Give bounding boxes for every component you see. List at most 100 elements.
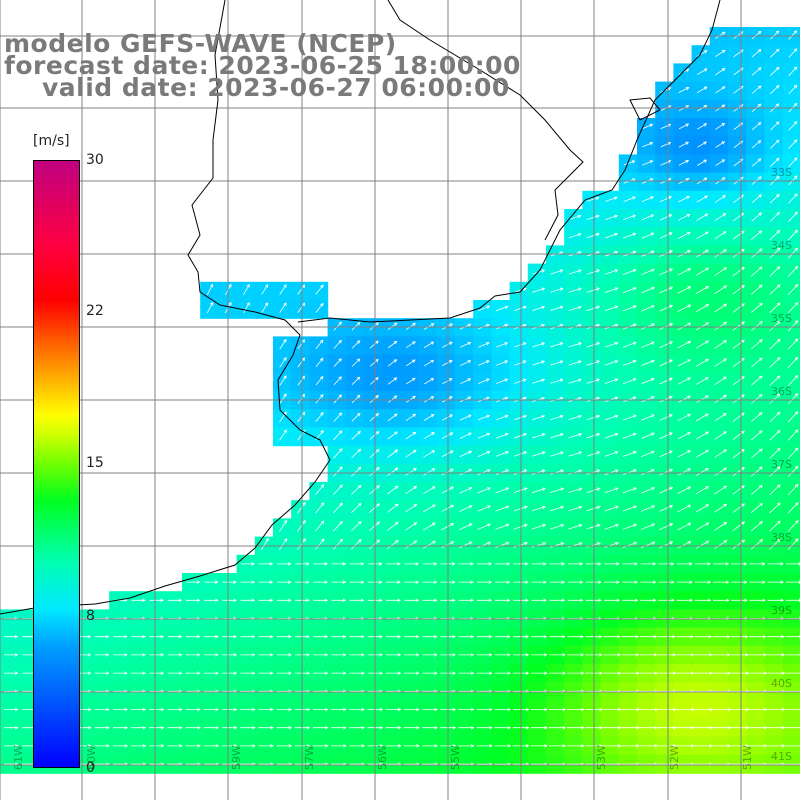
longitude-label: 56W [376, 745, 389, 770]
wind-cell [691, 136, 711, 155]
wind-arrow [567, 562, 584, 566]
wind-arrow [785, 634, 800, 639]
wind-arrow [387, 340, 398, 349]
wind-arrow [349, 562, 365, 566]
wind-arrow [749, 562, 766, 566]
longitude-label: 57W [303, 745, 316, 770]
wind-cell [728, 136, 747, 155]
wind-cell [691, 227, 711, 246]
wind-cell [728, 118, 747, 137]
wind-arrow [641, 286, 655, 294]
wind-arrow [369, 485, 380, 495]
wind-arrow [423, 486, 436, 495]
wind-arrow [786, 562, 800, 566]
wind-arrow [513, 562, 529, 566]
wind-arrow [496, 305, 509, 312]
wind-arrow [767, 671, 786, 675]
wind-arrow [732, 230, 745, 240]
wind-arrow [185, 634, 201, 639]
longitude-label: 61W [12, 745, 25, 770]
wind-arrow [659, 486, 674, 494]
wind-cell [200, 281, 219, 301]
wind-arrow [730, 634, 749, 639]
wind-cell [746, 263, 765, 283]
wind-arrow [622, 268, 637, 275]
wind-arrow [678, 160, 690, 166]
wind-arrow [751, 158, 762, 167]
wind-arrow [333, 430, 343, 441]
wind-arrow [404, 653, 420, 657]
wind-arrow [769, 357, 781, 368]
model-title: modelo GEFS-WAVE (NCEP) [4, 29, 397, 58]
wind-cell [400, 372, 420, 392]
wind-arrow [714, 231, 727, 240]
wind-arrow [258, 725, 274, 730]
wind-arrow [751, 30, 762, 40]
wind-arrow [622, 287, 637, 294]
wind-arrow [331, 634, 347, 639]
wind-arrow [204, 598, 219, 603]
wind-arrow [387, 485, 399, 495]
wind-cell [309, 372, 329, 392]
wind-arrow [567, 634, 584, 639]
wind-arrow [513, 505, 528, 512]
wind-arrow [714, 213, 727, 222]
wind-cell [455, 318, 474, 337]
wind-arrow [258, 598, 274, 603]
wind-cell [746, 99, 765, 119]
wind-arrow [604, 378, 619, 384]
wind-arrow [513, 469, 528, 475]
wind-arrow [769, 520, 781, 532]
wind-arrow [750, 520, 763, 532]
wind-arrow [385, 671, 402, 675]
wind-arrow [531, 505, 547, 512]
wind-arrow [659, 359, 673, 367]
wind-arrow [476, 598, 493, 603]
wind-arrow [387, 467, 399, 477]
wind-arrow [368, 539, 381, 550]
wind-arrow [494, 707, 512, 712]
wind-arrow [261, 283, 269, 295]
wind-arrow [695, 504, 710, 513]
wind-cell [673, 354, 693, 374]
wind-cell [273, 409, 292, 428]
wind-cell [746, 209, 765, 228]
wind-arrow [788, 229, 798, 241]
wind-arrow [695, 562, 711, 566]
wind-arrow [258, 580, 274, 584]
wind-arrow [333, 339, 342, 349]
wind-arrow [385, 634, 402, 639]
wind-arrow [695, 486, 710, 495]
wind-arrow [732, 339, 745, 350]
wind-arrow [404, 540, 418, 549]
wind-arrow [331, 562, 347, 566]
wind-arrow [730, 653, 749, 657]
wind-arrow [458, 744, 475, 748]
wind-arrow [604, 269, 619, 275]
wind-arrow [477, 505, 491, 512]
wind-cell [709, 427, 729, 447]
wind-cell [345, 354, 365, 374]
wind-arrow [532, 305, 546, 311]
wind-arrow [788, 193, 798, 204]
wind-cell [691, 172, 711, 192]
wind-arrow [385, 707, 402, 712]
wind-cell [418, 500, 438, 519]
wind-cell [364, 482, 383, 501]
wind-arrow [351, 466, 362, 477]
wind-arrow [769, 411, 781, 423]
wind-arrow [442, 396, 453, 403]
wind-arrow [695, 377, 709, 385]
wind-arrow [131, 653, 146, 657]
forecast-date: forecast date: 2023-06-25 18:00:00 [4, 51, 521, 80]
wind-arrow [714, 413, 727, 422]
wind-arrow [279, 393, 287, 405]
wind-arrow [404, 562, 420, 566]
wind-arrow [568, 269, 582, 275]
wind-arrow [715, 31, 726, 39]
wind-arrow [514, 305, 527, 311]
wind-arrow [131, 634, 146, 639]
wind-arrow [658, 634, 676, 639]
wind-arrow [258, 653, 274, 657]
wind-arrow [3, 725, 19, 730]
